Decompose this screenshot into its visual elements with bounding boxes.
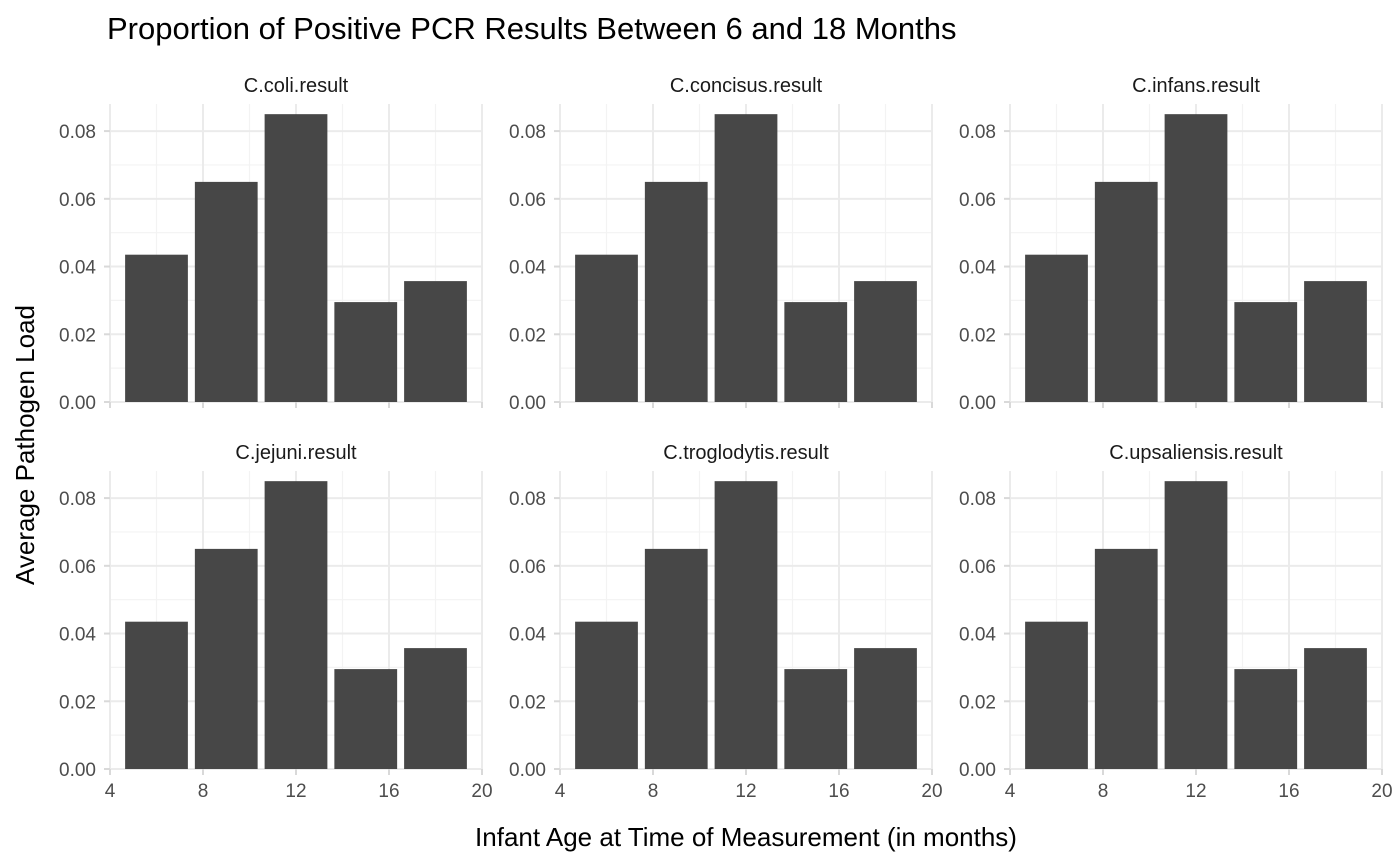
facet-strip-label: C.infans.result	[1132, 75, 1260, 97]
bar	[1234, 302, 1298, 402]
bar	[1234, 669, 1298, 769]
y-tick-label: 0.00	[59, 393, 96, 414]
y-tick-label: 0.02	[509, 692, 546, 713]
x-tick-label: 4	[105, 781, 116, 802]
x-tick-label: 8	[1098, 781, 1109, 802]
bar	[854, 281, 917, 402]
bar	[784, 669, 848, 769]
y-tick-label: 0.00	[959, 760, 996, 781]
bar	[644, 548, 708, 769]
bar	[264, 114, 328, 402]
x-tick-label: 16	[378, 781, 399, 802]
facet-strip-label: C.coli.result	[244, 75, 349, 97]
x-tick-label: 12	[1185, 781, 1206, 802]
bar	[404, 648, 467, 769]
bar	[1164, 114, 1228, 402]
y-tick-label: 0.02	[959, 325, 996, 346]
bar	[854, 648, 917, 769]
y-tick-label: 0.06	[959, 190, 996, 211]
bar	[1304, 281, 1367, 402]
bar	[1094, 181, 1158, 402]
bar	[714, 481, 778, 769]
bar	[334, 302, 398, 402]
facet-strip-label: C.jejuni.result	[235, 442, 357, 464]
facet-panels: C.coli.result0.000.020.040.060.08C.conci…	[59, 75, 1393, 802]
x-tick-label: 12	[285, 781, 306, 802]
bar	[784, 302, 848, 402]
y-tick-label: 0.08	[59, 122, 96, 143]
bar	[575, 254, 638, 402]
x-tick-label: 16	[1278, 781, 1299, 802]
bar	[1025, 621, 1088, 769]
x-tick-label: 12	[735, 781, 756, 802]
facet-panel: C.troglodytis.result 0.00 0.02 0.04 0.06 0.08…	[509, 442, 943, 802]
x-axis-title: Infant Age at Time of Measurement (in mo…	[475, 822, 1017, 852]
bar	[1164, 481, 1228, 769]
y-tick-label: 0.04	[959, 625, 996, 646]
x-tick-label: 8	[648, 781, 659, 802]
y-tick-label: 0.08	[959, 122, 996, 143]
y-tick-label: 0.02	[959, 692, 996, 713]
bar	[264, 481, 328, 769]
facet-panel: C.jejuni.result 0.00 0.02 0.04 0.06 0.08 4 8 12 1…	[59, 442, 493, 802]
y-axis-title: Average Pathogen Load	[10, 305, 40, 585]
x-tick-label: 8	[198, 781, 209, 802]
y-tick-label: 0.04	[959, 258, 996, 279]
y-tick-label: 0.04	[59, 625, 96, 646]
facet-strip-label: C.troglodytis.result	[663, 442, 829, 464]
bar	[194, 548, 258, 769]
x-tick-label: 20	[921, 781, 942, 802]
y-tick-label: 0.02	[59, 692, 96, 713]
y-tick-label: 0.00	[959, 393, 996, 414]
facet-strip-label: C.concisus.result	[670, 75, 823, 97]
y-tick-label: 0.00	[509, 393, 546, 414]
y-tick-label: 0.00	[509, 760, 546, 781]
y-tick-label: 0.08	[59, 489, 96, 510]
bar	[1304, 648, 1367, 769]
y-tick-label: 0.06	[59, 557, 96, 578]
facet-strip-label: C.upsaliensis.result	[1109, 442, 1283, 464]
bar	[714, 114, 778, 402]
y-tick-label: 0.00	[59, 760, 96, 781]
facet-panel: C.concisus.result 0.00 0.02 0.04 0.06 0.08	[509, 75, 933, 414]
bar	[1025, 254, 1088, 402]
x-tick-label: 20	[1371, 781, 1392, 802]
bar	[125, 254, 188, 402]
y-tick-label: 0.02	[509, 325, 546, 346]
x-tick-label: 20	[471, 781, 492, 802]
facet-panel: C.infans.result 0.00 0.02 0.04 0.06 0.08	[959, 75, 1383, 414]
bar	[125, 621, 188, 769]
bar	[1094, 548, 1158, 769]
x-tick-label: 4	[555, 781, 566, 802]
x-tick-label: 4	[1005, 781, 1016, 802]
bar	[334, 669, 398, 769]
y-tick-label: 0.04	[59, 258, 96, 279]
y-tick-label: 0.06	[59, 190, 96, 211]
y-tick-label: 0.08	[509, 489, 546, 510]
y-tick-label: 0.02	[59, 325, 96, 346]
bar	[404, 281, 467, 402]
x-tick-label: 16	[828, 781, 849, 802]
facet-panel: C.coli.result 0.00 0.02 0.04 0.06 0.08	[59, 75, 483, 414]
y-tick-label: 0.08	[509, 122, 546, 143]
bar	[644, 181, 708, 402]
bar	[194, 181, 258, 402]
bar	[575, 621, 638, 769]
y-tick-label: 0.08	[959, 489, 996, 510]
facet-panel: C.upsaliensis.result 0.00 0.02 0.04 0.06 0.08…	[959, 442, 1393, 802]
y-tick-label: 0.06	[959, 557, 996, 578]
y-tick-label: 0.06	[509, 557, 546, 578]
y-tick-label: 0.04	[509, 258, 546, 279]
y-tick-label: 0.06	[509, 190, 546, 211]
y-tick-label: 0.04	[509, 625, 546, 646]
chart-title: Proportion of Positive PCR Results Betwe…	[107, 11, 957, 46]
